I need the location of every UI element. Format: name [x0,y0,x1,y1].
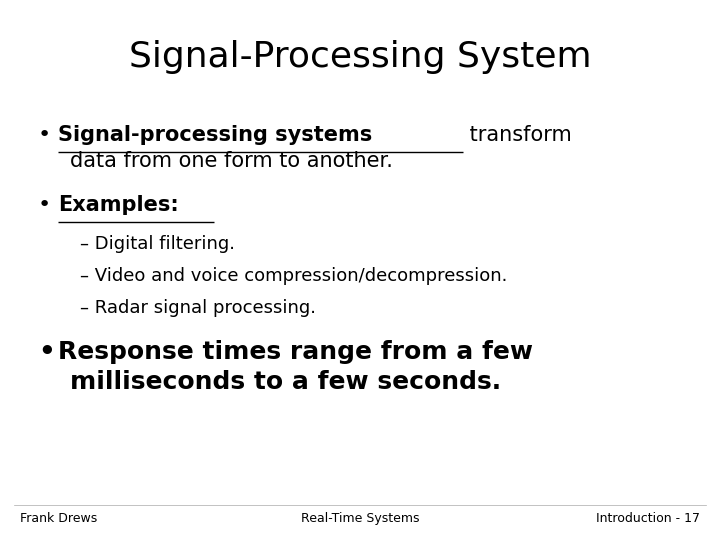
Text: transform: transform [464,125,572,145]
Text: – Digital filtering.: – Digital filtering. [80,235,235,253]
Text: – Video and voice compression/decompression.: – Video and voice compression/decompress… [80,267,508,285]
Text: Examples:: Examples: [58,195,179,215]
Text: milliseconds to a few seconds.: milliseconds to a few seconds. [70,370,501,394]
Text: •: • [38,195,51,215]
Text: data from one form to another.: data from one form to another. [70,151,393,171]
Text: Signal-processing systems: Signal-processing systems [58,125,372,145]
Text: – Radar signal processing.: – Radar signal processing. [80,299,316,317]
Text: Introduction - 17: Introduction - 17 [596,512,700,525]
Text: •: • [38,125,51,145]
Text: •: • [38,340,55,366]
Text: Signal-Processing System: Signal-Processing System [129,40,591,74]
Text: Real-Time Systems: Real-Time Systems [301,512,419,525]
Text: Frank Drews: Frank Drews [20,512,97,525]
Text: Response times range from a few: Response times range from a few [58,340,533,364]
